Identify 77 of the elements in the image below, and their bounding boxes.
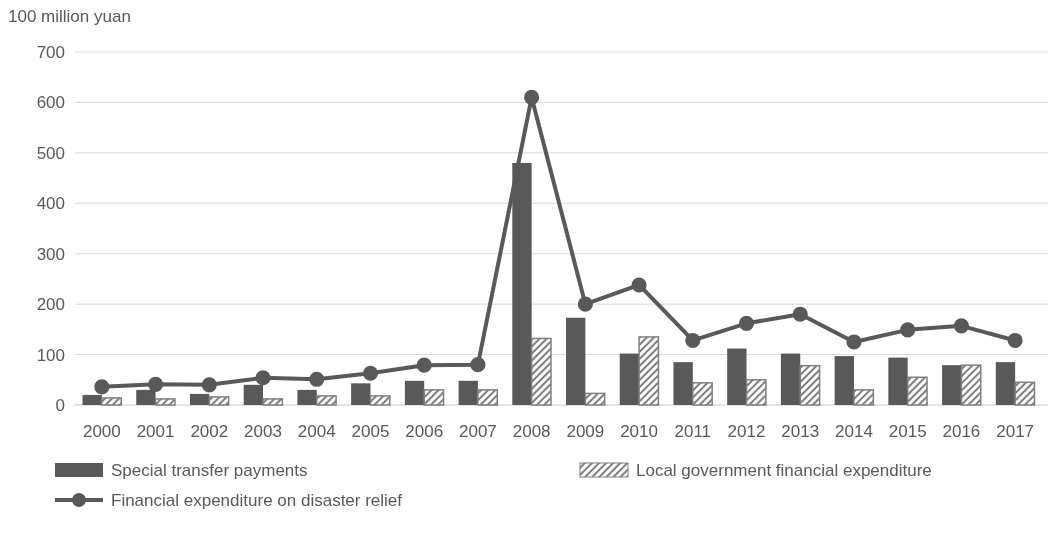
y-tick-label: 700 (36, 42, 65, 62)
bar (727, 348, 747, 405)
point (953, 318, 969, 334)
y-tick-label: 600 (36, 93, 65, 113)
bar (960, 364, 982, 406)
bar (906, 376, 928, 406)
bar (530, 337, 552, 406)
x-tick-label: 2011 (674, 422, 712, 441)
bar (692, 382, 713, 406)
point (362, 365, 379, 381)
point (201, 377, 217, 393)
bar (799, 364, 821, 406)
legend-label: Local government financial expenditure (636, 460, 932, 480)
x-tick-label: 2006 (405, 422, 444, 441)
bar (995, 362, 1016, 405)
legend-label: Special transfer payments (111, 460, 308, 480)
y-tick-label: 100 (36, 345, 65, 365)
point (1007, 332, 1023, 349)
bar (369, 395, 391, 406)
bar (262, 398, 284, 406)
bar (853, 389, 875, 406)
point (524, 89, 540, 105)
bar (584, 392, 606, 406)
x-tick-label: 2009 (566, 422, 605, 441)
x-tick-label: 2007 (459, 422, 497, 441)
point (577, 296, 593, 312)
bar (316, 395, 337, 406)
x-tick-label: 2008 (512, 422, 551, 441)
x-tick-label: 2012 (727, 422, 766, 441)
y-axis-title: 100 million yuan (8, 7, 131, 26)
bar (404, 380, 425, 405)
bar (780, 353, 801, 405)
y-tick-label: 200 (36, 295, 65, 315)
x-tick-label: 2005 (351, 422, 390, 441)
y-tick-label: 400 (36, 194, 65, 214)
point (309, 371, 325, 387)
y-tick-label: 300 (36, 244, 65, 264)
legend-label: Financial expenditure on disaster relief (111, 490, 403, 510)
x-tick-label: 2010 (620, 422, 658, 441)
x-tick-label: 2004 (297, 422, 336, 441)
x-tick-label: 2002 (190, 422, 229, 441)
x-tick-label: 2013 (781, 422, 820, 441)
y-tick-label: 500 (36, 143, 65, 163)
x-tick-label: 2015 (888, 422, 927, 441)
point (470, 357, 486, 373)
bar (154, 398, 176, 406)
point (255, 370, 271, 386)
point (900, 322, 916, 338)
y-tick-label: 0 (55, 395, 65, 415)
point (846, 334, 862, 350)
bar (638, 336, 660, 406)
point (738, 315, 755, 331)
bar (101, 397, 122, 406)
point (416, 357, 432, 373)
bar (1014, 381, 1036, 406)
bar (423, 389, 445, 406)
bar (834, 356, 854, 405)
bar (745, 379, 767, 406)
x-tick-label: 2000 (82, 422, 121, 441)
point (792, 306, 808, 322)
x-tick-label: 2001 (136, 422, 175, 441)
point (148, 376, 164, 392)
x-tick-label: 2014 (835, 422, 873, 441)
x-tick-label: 2016 (942, 422, 981, 441)
bar (566, 317, 586, 405)
point (631, 277, 647, 293)
bar (673, 362, 693, 405)
bar (477, 389, 499, 406)
point (685, 332, 701, 349)
bar (888, 357, 908, 405)
bar (942, 365, 962, 405)
bar (458, 380, 478, 405)
x-tick-label: 2003 (244, 422, 282, 441)
x-tick-label: 2017 (996, 422, 1035, 441)
point (94, 379, 110, 395)
bar (619, 353, 640, 405)
bar (208, 396, 230, 406)
